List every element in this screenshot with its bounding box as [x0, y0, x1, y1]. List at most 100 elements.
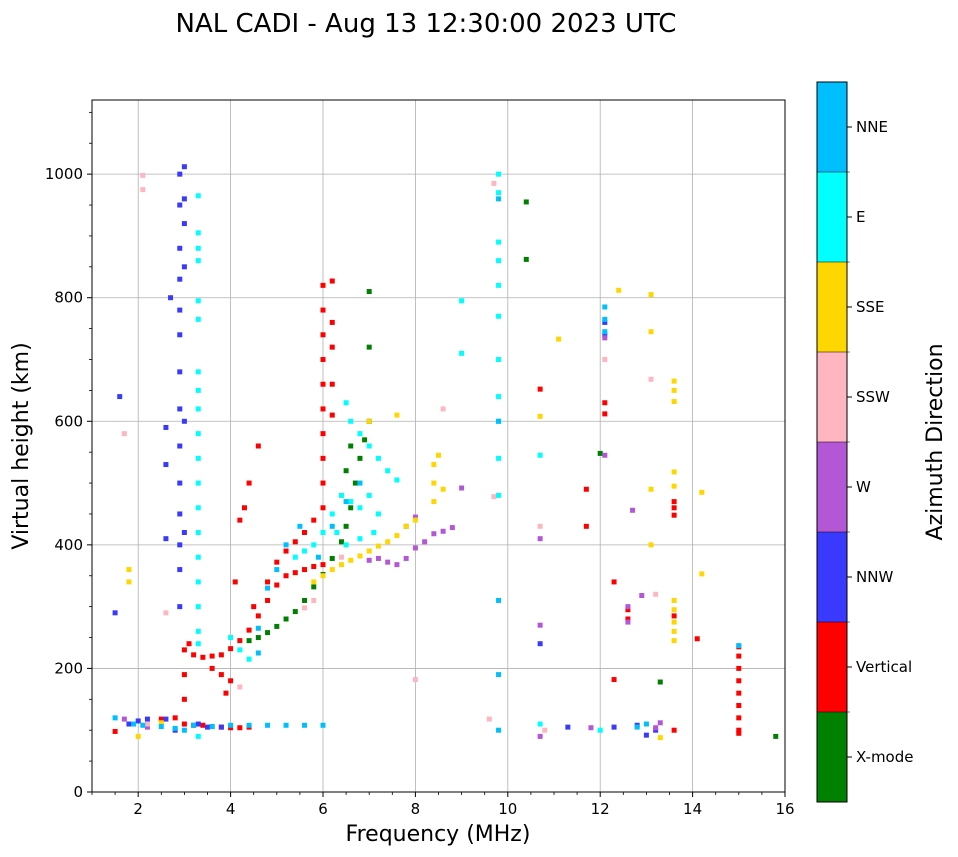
data-point — [634, 724, 640, 730]
data-point — [241, 505, 247, 511]
data-point — [218, 672, 224, 678]
data-point — [144, 721, 150, 727]
data-point — [223, 690, 229, 696]
data-point — [126, 579, 132, 585]
chart-title: NAL CADI - Aug 13 12:30:00 2023 UTC — [176, 9, 677, 39]
data-point — [412, 545, 418, 551]
data-point — [648, 486, 654, 492]
data-point — [320, 307, 326, 313]
data-point — [195, 733, 201, 739]
data-point — [537, 523, 543, 529]
data-point — [320, 505, 326, 511]
data-point — [302, 567, 308, 573]
data-point — [602, 400, 608, 406]
x-tick-label: 16 — [775, 800, 794, 818]
data-point — [611, 677, 617, 683]
data-point — [643, 732, 649, 738]
data-point — [329, 523, 335, 529]
data-point — [311, 517, 317, 523]
data-point — [209, 724, 215, 730]
data-point — [491, 180, 497, 186]
data-point — [496, 418, 502, 424]
data-point — [412, 514, 418, 520]
data-point — [177, 542, 183, 548]
data-point — [583, 486, 589, 492]
data-point — [736, 703, 742, 708]
data-point — [302, 530, 308, 535]
data-point — [643, 721, 649, 727]
data-point — [459, 298, 465, 304]
data-point — [181, 721, 187, 727]
data-point — [292, 609, 298, 615]
data-point — [195, 387, 201, 393]
data-point — [653, 591, 659, 597]
data-point — [394, 562, 400, 568]
colorbar-swatch-x-mode — [817, 712, 847, 802]
data-point — [412, 677, 418, 683]
data-point — [375, 511, 381, 517]
data-point — [311, 584, 317, 590]
data-point — [671, 512, 677, 518]
data-point — [265, 579, 271, 585]
data-point — [496, 672, 502, 678]
data-point — [657, 720, 663, 726]
series-x-mode — [246, 199, 779, 739]
data-point — [181, 418, 187, 424]
data-point — [181, 672, 187, 678]
data-point — [205, 724, 210, 730]
colorbar-label-sse: SSE — [856, 298, 885, 316]
colorbar-swatch-ssw — [817, 352, 847, 442]
data-point — [440, 406, 446, 412]
data-point — [140, 172, 146, 178]
data-point — [297, 523, 303, 529]
data-point — [496, 190, 502, 196]
data-point — [168, 295, 174, 301]
data-point — [186, 641, 192, 647]
data-point — [334, 530, 340, 535]
data-point — [496, 282, 502, 288]
data-point — [311, 579, 317, 585]
data-point — [163, 424, 169, 430]
plot-frame — [91, 99, 786, 793]
data-point — [255, 625, 261, 631]
data-point — [177, 245, 183, 251]
data-point — [537, 721, 543, 727]
x-tick-label: 12 — [591, 800, 610, 818]
data-point — [329, 412, 335, 418]
data-point — [602, 319, 608, 325]
data-point — [181, 647, 187, 653]
data-point — [394, 533, 400, 539]
series-w — [121, 335, 663, 739]
data-point — [343, 499, 349, 505]
data-point — [292, 570, 298, 576]
data-point — [736, 665, 742, 671]
data-point — [181, 264, 187, 270]
data-point — [602, 357, 608, 362]
data-point — [496, 597, 502, 603]
data-point — [195, 406, 201, 412]
data-point — [172, 715, 178, 721]
data-point — [357, 480, 363, 486]
data-point — [283, 542, 289, 548]
data-point — [537, 413, 543, 419]
data-point — [246, 627, 252, 633]
data-point — [320, 282, 326, 288]
data-point — [597, 727, 603, 733]
data-point — [158, 716, 164, 722]
data-point — [195, 298, 201, 304]
data-point — [320, 431, 326, 437]
data-point — [343, 468, 349, 474]
data-point — [343, 400, 349, 406]
data-point — [274, 582, 280, 588]
series-ssw — [121, 172, 659, 733]
data-point — [117, 394, 123, 400]
data-point — [496, 258, 502, 264]
data-point — [348, 443, 354, 449]
data-point — [251, 604, 257, 610]
data-point — [412, 517, 418, 523]
data-point — [736, 727, 742, 733]
data-point — [191, 652, 197, 658]
data-point — [565, 724, 571, 730]
series-sse — [126, 287, 705, 741]
